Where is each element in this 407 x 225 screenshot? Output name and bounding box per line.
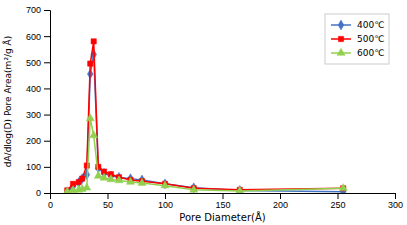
point <box>88 61 93 66</box>
point <box>339 184 347 191</box>
legend-item: 500℃ <box>331 34 384 44</box>
point <box>86 114 94 121</box>
series-line <box>67 41 343 190</box>
point <box>161 181 169 188</box>
legend-item: 400℃ <box>331 20 384 30</box>
tick: 50 <box>103 193 113 210</box>
tick-label: 200 <box>26 136 41 146</box>
point <box>190 185 198 192</box>
tick-label: 0 <box>36 188 41 198</box>
tick-mark <box>108 193 109 199</box>
tick-mark <box>165 193 166 199</box>
tick-label: 300 <box>388 200 403 210</box>
point <box>126 177 134 184</box>
tick: 300 <box>26 110 50 120</box>
tick-label: 700 <box>26 5 41 15</box>
tick-mark <box>44 167 50 168</box>
legend-label: 500℃ <box>357 34 384 44</box>
x-axis: 0 50 100 150 200 250 300 <box>48 193 403 210</box>
point <box>100 173 108 180</box>
tick-mark <box>223 193 224 199</box>
tick-mark <box>395 193 396 199</box>
tick-label: 100 <box>26 162 41 172</box>
tick: 200 <box>273 193 288 210</box>
tick-label: 500 <box>26 58 41 68</box>
series-line <box>67 118 343 191</box>
tick: 400 <box>26 84 50 94</box>
tick-label: 200 <box>273 200 288 210</box>
legend-label: 600℃ <box>357 48 384 58</box>
legend-item: 600℃ <box>331 48 384 58</box>
tick-label: 400 <box>26 84 41 94</box>
axis-line <box>51 194 396 200</box>
legend-label: 400℃ <box>357 20 384 30</box>
tick: 600 <box>26 32 50 42</box>
legend-symbol <box>338 20 344 30</box>
tick: 0 <box>48 193 53 210</box>
tick-mark <box>280 193 281 199</box>
point <box>94 171 102 178</box>
tick: 150 <box>215 193 230 210</box>
point <box>236 186 244 193</box>
tick-mark <box>44 115 50 116</box>
tick: 200 <box>26 136 50 146</box>
legend-symbol <box>338 36 343 41</box>
y-axis-title: dA/dlog(D) Pore Area(m²/g Å) <box>2 36 13 168</box>
point <box>138 178 146 185</box>
y-axis: 0 100 200 300 400 500 600 700 <box>26 5 51 198</box>
tick-label: 150 <box>215 200 230 210</box>
tick-label: 250 <box>330 200 345 210</box>
tick-mark <box>44 141 50 142</box>
legend-box <box>325 14 389 64</box>
tick-mark <box>44 193 50 194</box>
series-line <box>67 54 343 191</box>
point <box>107 175 115 182</box>
tick-mark <box>44 88 50 89</box>
tick-label: 0 <box>48 200 53 210</box>
tick-label: 600 <box>26 32 41 42</box>
point <box>115 176 123 183</box>
tick-label: 100 <box>158 200 173 210</box>
point <box>83 183 91 190</box>
tick: 250 <box>330 193 345 210</box>
legend: 400℃ 500℃ 600℃ <box>325 14 389 64</box>
chart: 0 50 100 150 200 250 300 0 100 200 300 400 500 600 700… <box>0 0 407 225</box>
tick: 700 <box>26 5 50 15</box>
tick: 500 <box>26 58 50 68</box>
tick-label: 50 <box>103 200 113 210</box>
legend-symbol <box>337 48 345 55</box>
tick-label: 300 <box>26 110 41 120</box>
x-axis-title: Pore Diameter(Å) <box>179 211 265 223</box>
tick-mark <box>338 193 339 199</box>
tick-mark <box>44 36 50 37</box>
tick: 100 <box>26 162 50 172</box>
point <box>80 176 85 181</box>
axis-line <box>44 11 51 194</box>
marks <box>63 39 347 193</box>
tick-mark <box>44 10 50 11</box>
point <box>91 39 96 44</box>
tick: 300 <box>388 193 403 210</box>
tick: 100 <box>158 193 173 210</box>
tick: 0 <box>36 188 50 198</box>
plot: 0 50 100 150 200 250 300 0 100 200 300 400 500 600 700… <box>26 5 403 210</box>
tick-mark <box>44 62 50 63</box>
point <box>90 131 98 138</box>
